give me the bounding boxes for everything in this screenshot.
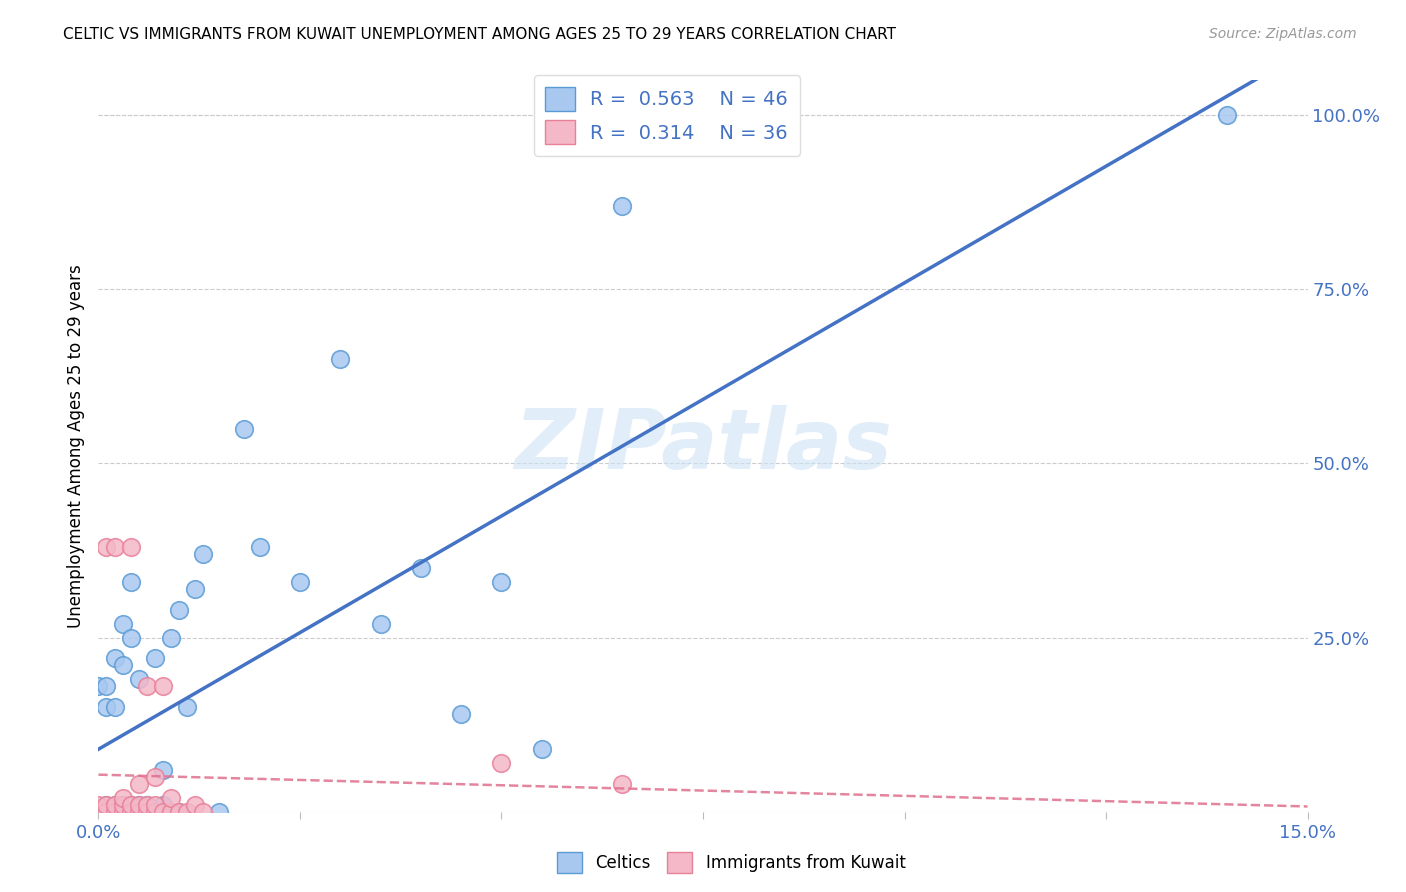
Point [160, 805, 183, 819]
Point [249, 540, 271, 554]
Point [103, 797, 125, 812]
Point [135, 797, 157, 812]
Point [87, 805, 110, 819]
Point [152, 679, 174, 693]
Point [143, 651, 166, 665]
Point [491, 574, 513, 589]
Point [111, 658, 134, 673]
Point [128, 805, 150, 819]
Point [96, 797, 118, 812]
Point [491, 756, 513, 770]
Point [120, 631, 142, 645]
Text: CELTIC VS IMMIGRANTS FROM KUWAIT UNEMPLOYMENT AMONG AGES 25 TO 29 YEARS CORRELAT: CELTIC VS IMMIGRANTS FROM KUWAIT UNEMPLO… [63, 27, 896, 42]
Point [111, 797, 134, 812]
Point [120, 805, 142, 819]
Point [612, 199, 634, 213]
Point [208, 805, 231, 819]
Point [135, 679, 157, 693]
Point [96, 679, 118, 693]
Point [103, 540, 125, 554]
Point [96, 805, 118, 819]
Point [128, 777, 150, 791]
Point [370, 616, 392, 631]
Point [120, 574, 142, 589]
Point [87, 805, 110, 819]
Point [111, 805, 134, 819]
Point [143, 805, 166, 819]
Point [176, 700, 198, 714]
Point [87, 679, 110, 693]
Point [288, 574, 311, 589]
Y-axis label: Unemployment Among Ages 25 to 29 years: Unemployment Among Ages 25 to 29 years [66, 264, 84, 628]
Point [160, 790, 183, 805]
Point [450, 707, 472, 722]
Point [96, 805, 118, 819]
Point [128, 673, 150, 687]
Point [135, 805, 157, 819]
Point [96, 805, 118, 819]
Point [111, 616, 134, 631]
Point [135, 797, 157, 812]
Point [184, 582, 207, 596]
Point [120, 797, 142, 812]
Text: Source: ZipAtlas.com: Source: ZipAtlas.com [1209, 27, 1357, 41]
Point [167, 603, 190, 617]
Point [87, 805, 110, 819]
Legend: R =  0.563    N = 46, R =  0.314    N = 36: R = 0.563 N = 46, R = 0.314 N = 36 [534, 75, 800, 156]
Point [184, 797, 207, 812]
Point [135, 805, 157, 819]
Point [176, 805, 198, 819]
Point [143, 797, 166, 812]
Point [96, 805, 118, 819]
Point [128, 797, 150, 812]
Text: ZIPatlas: ZIPatlas [515, 406, 891, 486]
Point [103, 700, 125, 714]
Point [128, 797, 150, 812]
Point [87, 805, 110, 819]
Point [1216, 108, 1239, 122]
Point [96, 540, 118, 554]
Legend: Celtics, Immigrants from Kuwait: Celtics, Immigrants from Kuwait [550, 846, 912, 880]
Point [103, 651, 125, 665]
Point [160, 631, 183, 645]
Point [143, 805, 166, 819]
Point [612, 777, 634, 791]
Point [103, 805, 125, 819]
Point [329, 351, 352, 366]
Point [87, 797, 110, 812]
Point [128, 805, 150, 819]
Point [152, 797, 174, 812]
Point [120, 540, 142, 554]
Point [232, 421, 254, 435]
Point [111, 805, 134, 819]
Point [111, 790, 134, 805]
Point [103, 805, 125, 819]
Point [152, 805, 174, 819]
Point [120, 797, 142, 812]
Point [193, 547, 215, 561]
Point [409, 561, 432, 575]
Point [120, 805, 142, 819]
Point [111, 797, 134, 812]
Point [96, 797, 118, 812]
Point [152, 763, 174, 777]
Point [167, 805, 190, 819]
Point [96, 700, 118, 714]
Point [103, 797, 125, 812]
Point [530, 742, 553, 756]
Point [167, 805, 190, 819]
Point [193, 805, 215, 819]
Point [143, 770, 166, 784]
